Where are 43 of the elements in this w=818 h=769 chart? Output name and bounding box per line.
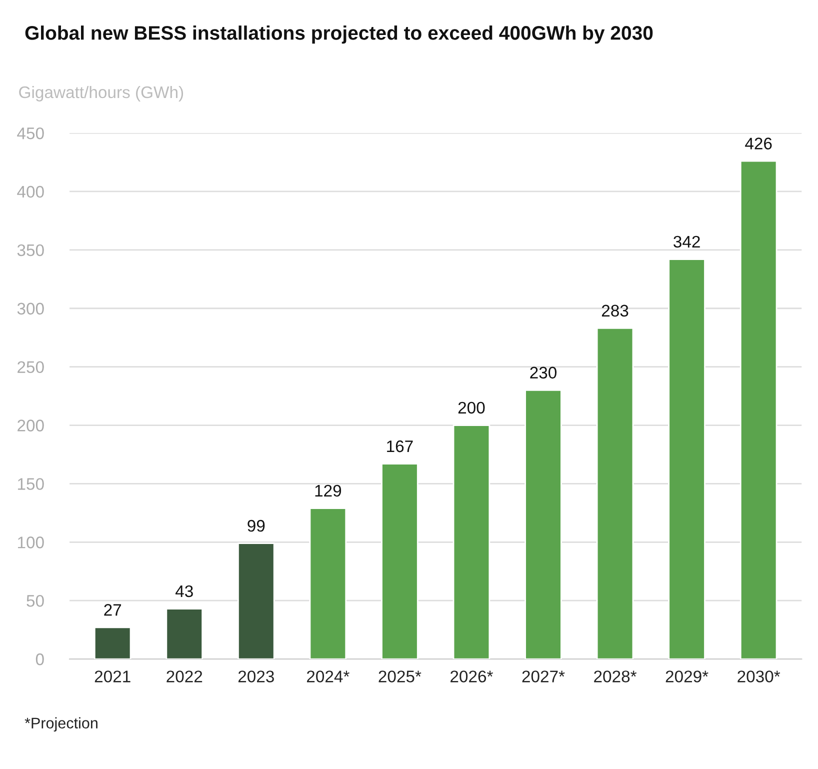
y-axis-title: Gigawatt/hours (GWh) [19,86,184,102]
bar [166,608,204,660]
data-label: 167 [387,440,413,452]
data-label: 426 [745,138,772,150]
x-tick-label: 2028* [594,670,637,682]
x-tick-label: 2030* [738,670,780,682]
data-label: 230 [530,366,556,379]
data-label: 43 [175,585,193,598]
bar [452,424,490,660]
data-label: 129 [315,484,342,497]
x-tick-label: 2021 [94,670,130,682]
y-tick-label: 400 [17,186,44,198]
bar [524,389,562,660]
bar [309,508,347,660]
x-tick-label: 2027* [522,670,565,682]
data-label: 283 [602,304,628,317]
bar [596,328,634,660]
y-tick-label: 450 [17,127,44,140]
y-tick-label: 150 [18,478,44,490]
bar [238,542,275,660]
y-tick-label: 350 [17,244,44,256]
chart-title: Global new BESS installations projected to exceed 400GWh by 2030 [25,26,653,44]
y-tick-label: 50 [26,594,44,607]
y-tick-label: 200 [18,420,44,432]
x-tick-label: 2022 [166,670,202,682]
y-tick-label: 300 [17,302,44,315]
bar [668,258,706,660]
x-tick-label: 2026* [450,670,493,682]
bar [381,463,418,660]
bar [740,160,778,660]
data-label: 200 [458,402,485,414]
data-label: 342 [674,236,700,248]
data-label: 27 [104,604,122,616]
text: *Projection [24,717,98,732]
x-tick-label: 2025* [378,670,422,682]
data-label: 99 [248,520,265,532]
x-tick-label: 2029* [666,670,708,682]
y-tick-label: 0 [36,653,44,666]
bar [94,626,132,660]
x-tick-label: 2024* [306,670,350,682]
y-tick-label: 250 [18,361,44,374]
x-tick-label: 2023 [238,670,274,682]
y-tick-label: 100 [18,536,44,548]
